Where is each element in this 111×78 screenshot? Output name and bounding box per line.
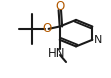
Text: O: O [55,0,64,13]
Text: HN: HN [48,47,66,60]
Text: O: O [42,22,52,35]
Text: N: N [94,35,102,45]
